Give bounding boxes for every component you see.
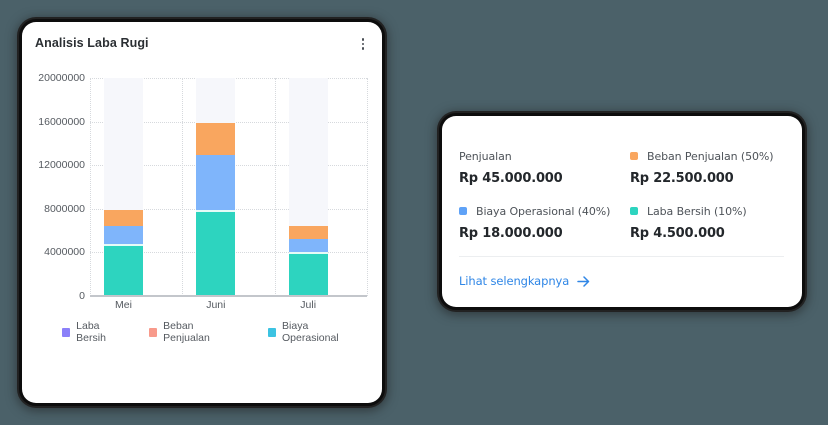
x-axis-line <box>90 295 367 297</box>
bar-segment-biaya-operasional[interactable] <box>288 238 328 252</box>
vertical-gridline <box>90 78 91 296</box>
vertical-gridline <box>367 78 368 296</box>
stat-label-text: Beban Penjualan (50%) <box>647 149 774 163</box>
color-dot-icon <box>459 207 467 215</box>
x-axis-tick-label: Mei <box>115 299 132 311</box>
chart-title: Analisis Laba Rugi <box>35 36 149 50</box>
stat-label: Beban Penjualan (50%) <box>630 149 774 163</box>
bar-segment-biaya-operasional[interactable] <box>196 155 236 210</box>
legend-label: Biaya Operasional <box>282 320 339 344</box>
stat-label-text: Biaya Operasional (40%) <box>476 204 611 218</box>
legend-item-laba-bersih[interactable]: Laba Bersih <box>62 320 127 344</box>
stat-value: Rp 18.000.000 <box>459 226 563 241</box>
legend-swatch <box>62 327 71 337</box>
legend-label: Beban Penjualan <box>163 320 210 344</box>
profit-loss-chart-card: Analisis Laba Rugi 0 4000000 8000000 120000… <box>22 22 382 403</box>
stacked-bar-chart: 0 4000000 8000000 12000000 16000000 20000000 M… <box>22 22 382 403</box>
stat-label-text: Penjualan <box>459 149 512 163</box>
see-more-link[interactable]: Lihat selengkapnya <box>459 274 590 288</box>
color-dot-icon <box>630 152 638 160</box>
bar-segment-laba-bersih[interactable] <box>288 251 328 296</box>
arrow-right-icon <box>577 275 590 287</box>
stat-value: Rp 45.000.000 <box>459 171 563 186</box>
more-vertical-icon-dot <box>361 42 365 46</box>
bar-segment-beban-penjualan[interactable] <box>196 123 236 156</box>
y-axis-tick-label: 8000000 <box>44 202 85 215</box>
bar-segment-laba-bersih[interactable] <box>196 209 236 296</box>
bar-segment-beban-penjualan[interactable] <box>104 209 143 226</box>
bar-segment-laba-bersih[interactable] <box>104 243 143 296</box>
legend-swatch <box>267 327 277 337</box>
x-axis-tick-label: Juli <box>300 299 317 311</box>
stat-label: Penjualan <box>459 149 562 163</box>
legend-label: Laba Bersih <box>76 320 106 344</box>
vertical-gridline <box>274 78 276 296</box>
stat-beban-penjualan: Beban Penjualan (50%) Rp 22.500.000 <box>630 149 774 186</box>
bar-juni[interactable] <box>196 123 236 296</box>
chart-legend: Laba Bersih Beban Penjualan Biaya Operas… <box>62 320 382 344</box>
bar-juli[interactable] <box>288 225 328 296</box>
stat-laba-bersih: Laba Bersih (10%) Rp 4.500.000 <box>630 204 747 241</box>
stat-value: Rp 22.500.000 <box>630 171 734 186</box>
y-axis-tick-label: 12000000 <box>38 159 85 172</box>
more-options-button[interactable] <box>358 36 368 52</box>
more-vertical-icon <box>361 38 365 41</box>
profit-loss-summary-card: Penjualan Rp 45.000.000 Beban Penjualan … <box>442 116 802 307</box>
bar-mei[interactable] <box>104 209 143 296</box>
legend-item-biaya-operasional[interactable]: Biaya Operasional <box>267 320 360 344</box>
y-axis-tick-label: 4000000 <box>44 246 85 259</box>
y-axis-tick-label: 20000000 <box>38 72 85 84</box>
x-axis-tick-label: Juni <box>206 299 226 311</box>
stat-penjualan: Penjualan Rp 45.000.000 <box>459 149 563 187</box>
stat-value: Rp 4.500.000 <box>630 226 725 241</box>
bar-segment-biaya-operasional[interactable] <box>104 225 143 244</box>
stat-biaya-operasional: Biaya Operasional (40%) Rp 18.000.000 <box>459 204 610 241</box>
divider <box>459 256 784 257</box>
vertical-gridline <box>182 78 184 296</box>
y-axis-tick-label: 16000000 <box>38 115 85 128</box>
color-dot-icon <box>630 207 638 215</box>
y-axis-tick-label: 0 <box>79 290 85 302</box>
legend-swatch <box>148 327 158 337</box>
legend-item-beban-penjualan[interactable]: Beban Penjualan <box>148 320 236 344</box>
see-more-label: Lihat selengkapnya <box>459 274 570 288</box>
stat-label: Biaya Operasional (40%) <box>459 204 610 218</box>
stat-label-text: Laba Bersih (10%) <box>647 204 747 218</box>
more-vertical-icon-dot <box>361 47 365 50</box>
stat-label: Laba Bersih (10%) <box>630 204 747 218</box>
bar-segment-beban-penjualan[interactable] <box>288 225 328 239</box>
